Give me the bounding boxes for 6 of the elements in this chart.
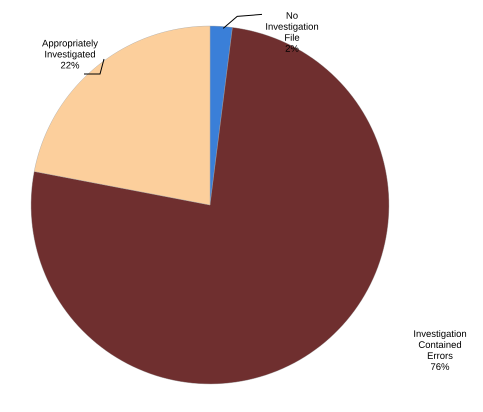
slice-label: Appropriately Investigated (42, 40, 98, 60)
data-label: 2% (286, 45, 299, 52)
slice-label: No Investigation File (266, 12, 318, 41)
slice-label: Investigation Contained Errors (414, 330, 466, 359)
data-label: 76% (430, 363, 450, 370)
data-label: 22% (60, 62, 80, 68)
